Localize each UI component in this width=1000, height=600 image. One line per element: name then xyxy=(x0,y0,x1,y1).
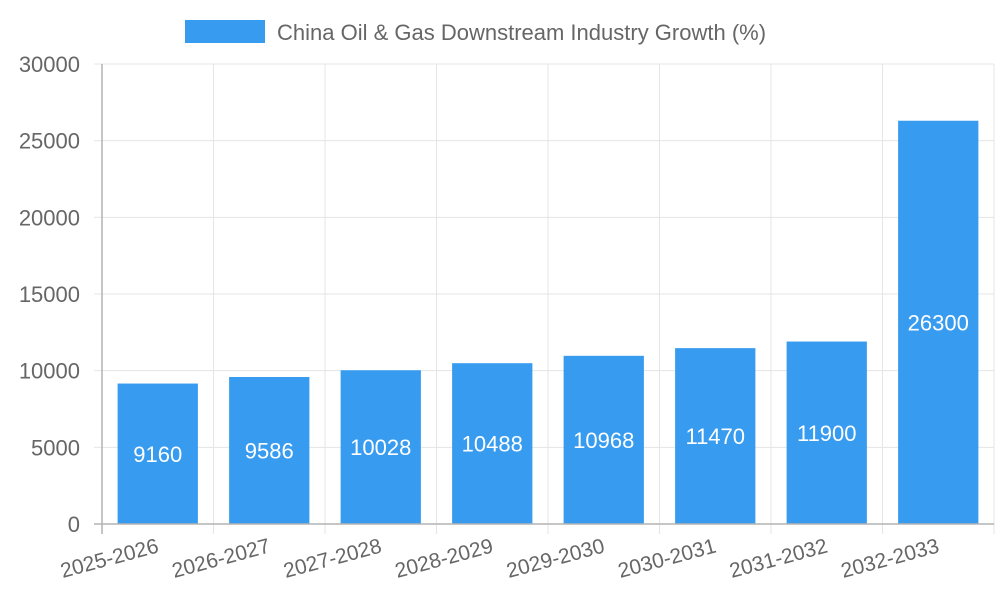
y-tick-label: 10000 xyxy=(19,359,80,384)
bar-value-label: 11470 xyxy=(685,424,745,449)
gridlines xyxy=(102,63,995,534)
bars xyxy=(117,120,979,524)
y-tick-label: 0 xyxy=(68,512,80,537)
bar-value-label: 10488 xyxy=(462,432,523,457)
bar xyxy=(563,355,644,524)
x-tick-label: 2031-2032 xyxy=(727,535,830,583)
y-tick-label: 5000 xyxy=(31,435,80,460)
x-axis: 2025-2026 2026-2027 2027-2028 2028-2029 2029… xyxy=(58,523,994,583)
data-labels: 9160 9586 10028 10488 10968 11470 11900 26300 xyxy=(133,310,969,466)
bar xyxy=(675,348,756,524)
x-tick-label: 2032-2033 xyxy=(839,535,942,583)
bar-value-label: 9160 xyxy=(133,442,182,467)
bar xyxy=(452,363,533,524)
bar-value-label: 9586 xyxy=(245,439,294,464)
legend-swatch xyxy=(185,20,265,43)
bar-value-label: 11900 xyxy=(797,421,857,446)
x-tick-label: 2029-2030 xyxy=(504,535,607,583)
y-axis: 0 5000 10000 15000 20000 25000 30000 xyxy=(19,52,103,537)
x-tick-label: 2028-2029 xyxy=(393,535,496,583)
y-tick-label: 30000 xyxy=(19,52,80,77)
y-tick-label: 15000 xyxy=(19,282,80,307)
x-tick-label: 2030-2031 xyxy=(616,535,719,583)
bar xyxy=(117,383,198,524)
legend-label: China Oil & Gas Downstream Industry Grow… xyxy=(277,20,766,45)
bar xyxy=(340,370,421,524)
bar xyxy=(229,377,310,524)
x-tick-label: 2027-2028 xyxy=(281,535,384,583)
legend[interactable]: China Oil & Gas Downstream Industry Grow… xyxy=(185,20,766,45)
x-tick-label: 2026-2027 xyxy=(170,535,273,583)
bar-value-label: 10028 xyxy=(350,435,411,460)
y-tick-label: 25000 xyxy=(19,129,80,154)
bar-value-label: 26300 xyxy=(908,310,969,335)
bar-value-label: 10968 xyxy=(573,428,634,453)
x-tick-label: 2025-2026 xyxy=(58,535,161,583)
bar xyxy=(786,341,867,524)
y-tick-label: 20000 xyxy=(19,205,80,230)
bar xyxy=(898,120,979,524)
